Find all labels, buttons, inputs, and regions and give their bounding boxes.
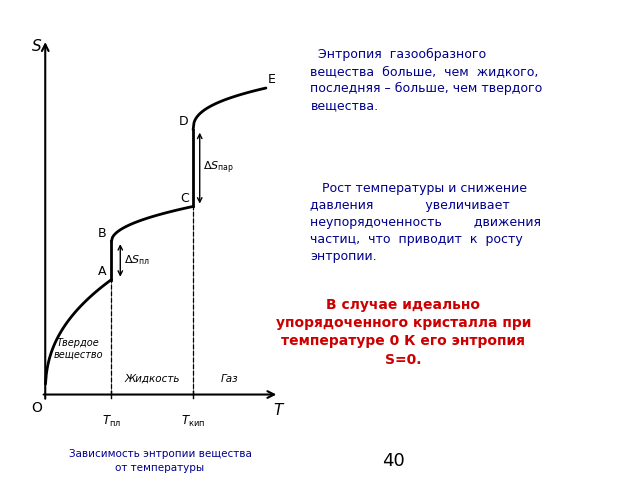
Text: Рост температуры и снижение
давления             увеличивает
неупорядоченность  : Рост температуры и снижение давления уве…: [310, 182, 541, 264]
Text: $\Delta S_{\rm пар}$: $\Delta S_{\rm пар}$: [203, 160, 234, 176]
Text: S: S: [31, 39, 41, 54]
Text: 40: 40: [382, 452, 405, 470]
Text: $T_{\rm пл}$: $T_{\rm пл}$: [102, 414, 121, 429]
Text: В случае идеально
упорядоченного кристалла при
температуре 0 К его энтропия
S=0.: В случае идеально упорядоченного кристал…: [275, 298, 531, 367]
Text: T: T: [273, 403, 283, 418]
Text: Энтропия  газообразного
вещества  больше,  чем  жидкого,
последняя – больше, чем: Энтропия газообразного вещества больше, …: [310, 48, 543, 112]
Text: D: D: [179, 115, 189, 128]
Text: O: O: [31, 401, 42, 416]
Text: $\Delta S_{\rm пл}$: $\Delta S_{\rm пл}$: [124, 253, 150, 267]
Text: $T_{\rm кип}$: $T_{\rm кип}$: [181, 414, 205, 429]
Text: Жидкость: Жидкость: [125, 374, 180, 384]
Text: E: E: [268, 73, 276, 86]
Text: Газ: Газ: [221, 374, 238, 384]
Text: A: A: [97, 265, 106, 278]
Text: B: B: [97, 227, 106, 240]
Text: Твердое
вещество: Твердое вещество: [54, 338, 103, 360]
Text: Зависимость энтропии вещества: Зависимость энтропии вещества: [68, 449, 252, 458]
Text: C: C: [180, 192, 189, 204]
Text: от температуры: от температуры: [115, 463, 205, 473]
